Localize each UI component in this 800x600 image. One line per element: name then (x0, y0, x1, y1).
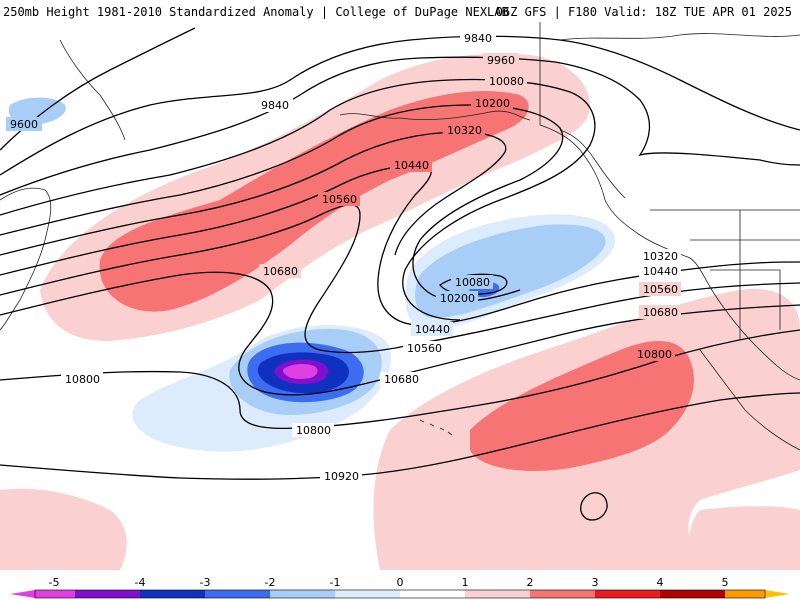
anomaly-positive-2-north (99, 90, 529, 312)
anomaly-positive-1-southwest (0, 488, 127, 570)
colorbar-seg-plus3 (595, 590, 660, 598)
contour-10200-a (0, 104, 564, 302)
contour-9600 (0, 27, 196, 151)
hawaii-islands (419, 419, 453, 436)
contour-label-10680-low: 10680 (384, 373, 419, 386)
colorbar-seg-plus4 (660, 590, 725, 598)
colorbar-arrow-left (10, 590, 35, 598)
contour-label-10200: 10200 (475, 97, 510, 110)
colorbar-tick-label: -2 (265, 576, 276, 589)
colorbar-seg-minus1 (270, 590, 335, 598)
colorbar-tick-label: -4 (135, 576, 146, 589)
colorbar-seg-minus0 (335, 590, 400, 598)
colorbar-tick-label: -5 (49, 576, 60, 589)
colorbar-segments (10, 589, 790, 599)
border-us-canada (650, 209, 800, 340)
anomaly-shading (0, 53, 800, 570)
contour-label-10440-low: 10440 (415, 323, 450, 336)
contour-label-9840-top: 9840 (464, 32, 492, 45)
colorbar-outline (34, 589, 766, 599)
coastline-asia-2 (59, 39, 126, 141)
contour-label-10080-low: 10080 (455, 276, 490, 289)
colorbar-tick-label: -1 (330, 576, 341, 589)
contour-label-10680-east: 10680 (643, 306, 678, 319)
contour-9840-a (0, 35, 800, 176)
contour-label-9960: 9960 (487, 54, 515, 67)
contour-10320-a (0, 131, 507, 256)
contour-10080-a (0, 78, 596, 321)
colorbar-seg-minus3 (140, 590, 205, 598)
model-run-info: 06Z GFS | F180 Valid: 18Z TUE APR 01 202… (495, 5, 792, 19)
colorbar-tick-label: 3 (592, 576, 599, 589)
contour-label-10560: 10560 (322, 193, 357, 206)
contour-label-10800-west: 10800 (65, 373, 100, 386)
contour-label-10440: 10440 (394, 159, 429, 172)
colorbar-tick-label: -3 (200, 576, 211, 589)
contour-label-10320-east: 10320 (643, 250, 678, 263)
contour-small-closed (580, 492, 608, 521)
coastline-bc (559, 129, 626, 199)
contour-10440-a (0, 164, 800, 326)
anomaly-colorbar: -5 -4 -3 -2 -1 0 1 2 3 4 5 (0, 570, 800, 600)
product-title: 250mb Height 1981-2010 Standardized Anom… (3, 5, 509, 19)
anomaly-negative-5 (282, 363, 318, 379)
contour-label-10200-low: 10200 (440, 292, 475, 305)
contour-label-10920: 10920 (324, 470, 359, 483)
colorbar-seg-minus2 (205, 590, 270, 598)
northern-coast (559, 33, 800, 41)
contour-10560-a (0, 204, 800, 354)
contour-labels: 9600 9840 9840 9960 10080 10200 10320 10… (6, 31, 681, 483)
contour-label-10440-east: 10440 (643, 265, 678, 278)
height-contours (0, 27, 800, 521)
contour-label-9600: 9600 (10, 118, 38, 131)
anomaly-positive-2-east (470, 340, 694, 471)
colorbar-tick-label: 5 (722, 576, 729, 589)
colorbar-seg-minus4 (75, 590, 140, 598)
colorbar-ticks: -5 -4 -3 -2 -1 0 1 2 3 4 5 (49, 576, 729, 589)
contour-label-10320: 10320 (447, 124, 482, 137)
contour-label-10800-east: 10800 (637, 348, 672, 361)
contour-10680-a (0, 271, 800, 396)
colorbar-seg-minus5 (35, 590, 75, 598)
anomaly-positive-1-se (688, 506, 800, 570)
contour-label-10680-north: 10680 (263, 265, 298, 278)
contour-label-10800-center: 10800 (296, 424, 331, 437)
mexico-coast (699, 349, 800, 451)
colorbar-seg-plus1 (465, 590, 530, 598)
colorbar-tick-label: 0 (397, 576, 404, 589)
header: 250mb Height 1981-2010 Standardized Anom… (0, 0, 800, 22)
colorbar-tick-label: 4 (657, 576, 664, 589)
contour-label-10080: 10080 (489, 75, 524, 88)
colorbar-arrow-right (765, 590, 790, 598)
map-panel: 9600 9840 9840 9960 10080 10200 10320 10… (0, 22, 800, 570)
contour-10920 (0, 392, 800, 480)
colorbar-seg-plus2 (530, 590, 595, 598)
colorbar-seg-plus0 (400, 590, 465, 598)
contour-label-10560-east: 10560 (643, 283, 678, 296)
colorbar-tick-label: 2 (527, 576, 534, 589)
colorbar-seg-plus5 (725, 590, 765, 598)
coastline-north (339, 110, 531, 121)
coastline-asia (0, 187, 52, 331)
colorbar-tick-label: 1 (462, 576, 469, 589)
contour-label-10560-low: 10560 (407, 342, 442, 355)
contour-label-9840-left: 9840 (261, 99, 289, 112)
